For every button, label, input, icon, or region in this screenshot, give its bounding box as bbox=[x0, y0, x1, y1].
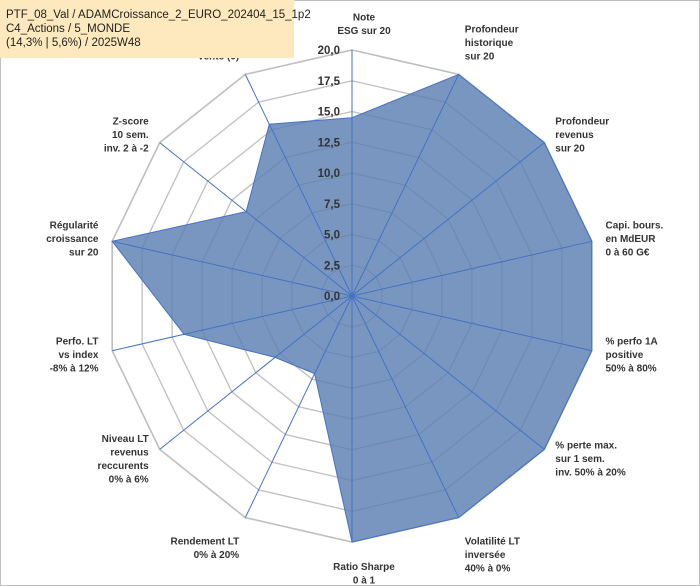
axis-label-13: 10 sem. bbox=[112, 130, 149, 141]
axis-label-4: Capi. bours. bbox=[606, 221, 664, 232]
radial-tick-label: 10,0 bbox=[318, 168, 340, 180]
radial-tick-label: 20,0 bbox=[318, 45, 340, 57]
axis-spoke-9 bbox=[244, 295, 353, 518]
axis-label-9: 0% à 20% bbox=[194, 550, 240, 561]
radial-tick-label: 7,5 bbox=[324, 199, 341, 211]
radial-tick-label: 17,5 bbox=[318, 76, 341, 88]
radial-tick-label: 2,5 bbox=[324, 260, 341, 272]
axis-label-4: 0 à 60 G€ bbox=[606, 248, 650, 259]
axis-spoke-11 bbox=[112, 295, 353, 352]
axis-label-5: 50% à 80% bbox=[606, 363, 657, 374]
axis-spoke-2 bbox=[351, 74, 460, 297]
radial-tick-label: 5,0 bbox=[324, 230, 340, 242]
axis-label-8: 0 à 1 bbox=[353, 576, 376, 586]
axis-spoke-4 bbox=[351, 240, 592, 297]
axis-spoke-6 bbox=[351, 295, 545, 450]
axis-label-2: historique bbox=[465, 38, 514, 49]
axis-label-7: Volatilité LT bbox=[465, 536, 520, 547]
axis-label-12: Régularité bbox=[50, 221, 99, 232]
axis-label-12: sur 20 bbox=[69, 248, 99, 259]
axis-label-5: positive bbox=[606, 350, 644, 361]
chart-title-line-2: C4_Actions / 5_MONDE bbox=[6, 23, 130, 35]
axis-label-2: Profondeur bbox=[465, 25, 519, 36]
axis-label-7: 40% à 0% bbox=[465, 563, 511, 574]
radial-tick-label: 15,0 bbox=[318, 107, 340, 119]
axis-label-1: ESG sur 20 bbox=[337, 26, 391, 37]
chart-title-line-3: (14,3% | 5,6%) / 2025W48 bbox=[6, 37, 141, 49]
axis-label-11: vs index bbox=[58, 350, 98, 361]
axis-label-3: Profondeur bbox=[555, 116, 609, 127]
axis-label-10: reccurents bbox=[98, 461, 150, 472]
axis-label-10: 0% à 6% bbox=[109, 474, 149, 485]
axis-label-3: sur 20 bbox=[555, 143, 585, 154]
axis-label-3: revenus bbox=[555, 130, 594, 141]
axis-label-9: Rendement LT bbox=[170, 536, 239, 547]
axis-label-8: Ratio Sharpe bbox=[333, 562, 395, 573]
axis-label-13: Z-score bbox=[113, 116, 150, 127]
radial-tick-label: 0,0 bbox=[324, 291, 340, 303]
axis-spoke-10 bbox=[159, 295, 353, 450]
axis-label-7: inversée bbox=[465, 550, 506, 561]
axis-label-5: % perfo 1A bbox=[606, 336, 658, 347]
axis-spoke-12 bbox=[112, 240, 353, 297]
axis-label-6: inv. 50% à 20% bbox=[555, 468, 626, 479]
axis-spoke-5 bbox=[351, 295, 592, 352]
chart-title-box: PTF_08_Val / ADAMCroissance_2_EURO_20240… bbox=[0, 0, 311, 58]
axis-spoke-7 bbox=[351, 295, 460, 518]
axis-label-10: revenus bbox=[110, 447, 149, 458]
axis-label-4: en MdEUR bbox=[606, 234, 657, 245]
axis-label-13: inv. 2 à -2 bbox=[104, 143, 149, 154]
radial-tick-label: 12,5 bbox=[318, 137, 341, 149]
axis-spoke-3 bbox=[351, 142, 545, 297]
axis-label-10: Niveau LT bbox=[102, 434, 149, 445]
axis-label-12: croissance bbox=[46, 234, 99, 245]
axis-label-11: Perfo. LT bbox=[56, 336, 99, 347]
axis-label-2: sur 20 bbox=[465, 52, 495, 63]
axis-spoke-13 bbox=[159, 142, 353, 297]
chart-title-line-1: PTF_08_Val / ADAMCroissance_2_EURO_20240… bbox=[6, 9, 311, 21]
axis-spoke-14 bbox=[244, 74, 353, 297]
axis-label-1: Note bbox=[353, 13, 376, 24]
axis-label-6: sur 1 sem. bbox=[555, 454, 605, 465]
axis-label-11: -8% à 12% bbox=[50, 363, 99, 374]
axis-label-6: % perte max. bbox=[555, 441, 617, 452]
